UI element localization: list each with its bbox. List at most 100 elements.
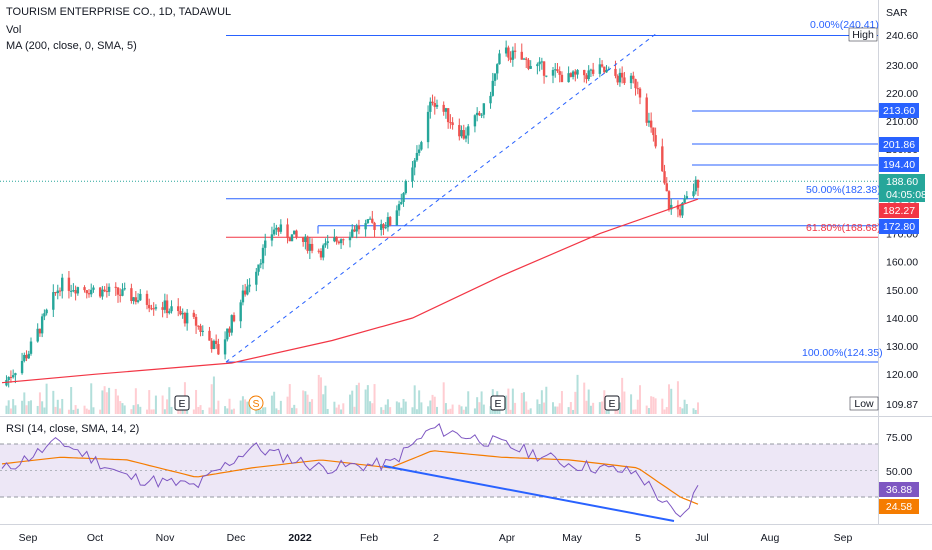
- volume-bar: [382, 409, 385, 414]
- candle-body: [116, 287, 120, 295]
- candle-body: [585, 75, 588, 80]
- volume-bar: [226, 408, 229, 414]
- volume-bar: [505, 395, 508, 414]
- candle-body: [239, 302, 242, 322]
- candle-body: [545, 75, 548, 77]
- volume-bar: [208, 407, 211, 414]
- candle-body: [413, 160, 416, 168]
- volume-bar: [572, 409, 575, 414]
- trend-line-dashed[interactable]: [225, 32, 658, 363]
- volume-bar: [404, 401, 407, 414]
- candle-body: [551, 69, 555, 76]
- volume-bar: [293, 404, 296, 414]
- svg-text:172.80: 172.80: [883, 221, 915, 233]
- volume-bar: [634, 409, 637, 414]
- volume-bar: [605, 408, 608, 414]
- volume-bar: [295, 408, 298, 414]
- price-pane[interactable]: [0, 0, 878, 416]
- volume-bar: [52, 390, 55, 414]
- volume-bar: [639, 385, 641, 414]
- candle-body: [353, 229, 356, 232]
- candle-body: [326, 241, 329, 244]
- volume-bar: [114, 388, 117, 414]
- currency-label: SAR: [886, 7, 908, 19]
- volume-bar: [601, 401, 604, 414]
- earnings-marker[interactable]: E: [490, 395, 506, 411]
- volume-bar: [494, 408, 496, 414]
- candle-body: [442, 104, 445, 112]
- volume-bar: [199, 405, 202, 414]
- volume-bar: [54, 406, 57, 414]
- volume-bar: [146, 409, 148, 414]
- volume-bar: [511, 388, 514, 414]
- price-tick-label: 210.00: [886, 116, 918, 128]
- volume-bar: [543, 402, 546, 414]
- candle-body: [76, 287, 80, 294]
- volume-bar: [85, 408, 88, 414]
- volume-bar: [9, 408, 12, 414]
- candle-body: [616, 75, 619, 83]
- volume-bar: [201, 409, 204, 414]
- volume-bar: [552, 402, 554, 414]
- volume-bar: [536, 399, 539, 414]
- candle-body: [170, 306, 173, 312]
- candle-body: [357, 225, 361, 230]
- earnings-marker[interactable]: E: [604, 395, 620, 411]
- volume-bar: [342, 403, 345, 414]
- candle-body: [38, 328, 42, 334]
- candle-body: [400, 202, 403, 205]
- volume-bar: [239, 400, 242, 414]
- volume-bar: [76, 408, 79, 414]
- volume-bar: [36, 405, 39, 414]
- candle-body: [257, 264, 260, 272]
- rsi-trend-line[interactable]: [383, 465, 675, 522]
- candle-body: [384, 227, 387, 229]
- candle-body: [154, 307, 158, 309]
- candle-body: [288, 238, 291, 242]
- volume-bar: [473, 408, 476, 414]
- volume-bar: [150, 409, 153, 414]
- volume-bar: [304, 391, 307, 414]
- candle-body: [74, 290, 77, 294]
- time-tick-label: Feb: [360, 532, 378, 544]
- svg-text:36.88: 36.88: [886, 484, 912, 496]
- earnings-marker[interactable]: E: [174, 395, 190, 411]
- time-tick-label: 2022: [288, 532, 312, 544]
- candle-body: [663, 171, 666, 184]
- candle-body: [241, 290, 245, 303]
- candle-body: [491, 80, 494, 96]
- split-marker[interactable]: S: [248, 395, 264, 411]
- candle-body: [335, 237, 338, 242]
- volume-bar: [197, 406, 200, 414]
- candle-body: [161, 307, 164, 310]
- candle-body: [404, 180, 407, 194]
- volume-bar: [255, 408, 258, 414]
- candle-body: [489, 95, 492, 104]
- candle-body: [248, 284, 251, 287]
- volume-bar: [476, 397, 479, 414]
- volume-bar: [349, 394, 351, 414]
- price-tick-label: 220.00: [886, 88, 918, 100]
- candle-body: [380, 224, 383, 230]
- candle-body: [103, 289, 106, 292]
- candle-body: [275, 227, 278, 230]
- candle-body: [337, 241, 341, 244]
- candle-body: [165, 300, 169, 314]
- svg-text:E: E: [178, 398, 185, 410]
- volume-bar: [264, 407, 267, 414]
- candle-body: [670, 204, 673, 210]
- candle-body: [333, 237, 336, 242]
- svg-text:S: S: [252, 398, 259, 410]
- candle-body: [11, 375, 15, 378]
- volume-bar: [587, 389, 590, 414]
- volume-bar: [589, 405, 592, 414]
- candle-body: [214, 340, 218, 345]
- candle-body: [623, 77, 626, 84]
- volume-bar: [592, 402, 595, 414]
- volume-bar: [616, 409, 619, 414]
- volume-bar: [482, 404, 485, 414]
- volume-bar: [433, 396, 436, 414]
- volume-bar: [598, 402, 601, 414]
- candle-body: [681, 202, 684, 216]
